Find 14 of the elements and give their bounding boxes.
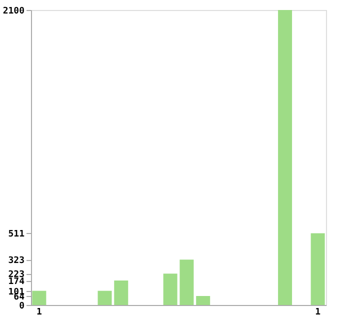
y-tick-label: 323 [8, 256, 24, 266]
bar [310, 233, 325, 305]
y-tick-label: 0 [19, 302, 24, 312]
x-tick-label: 1 [315, 308, 321, 318]
y-tick-label: 2100 [2, 6, 24, 16]
y-tick-label: 511 [8, 230, 24, 240]
bar [278, 10, 292, 305]
x-tick-label: 1 [36, 308, 42, 318]
bar [180, 260, 194, 305]
bar [196, 296, 210, 305]
bar [32, 290, 46, 305]
bar [114, 280, 128, 305]
bar [98, 290, 112, 305]
bar [163, 274, 178, 305]
